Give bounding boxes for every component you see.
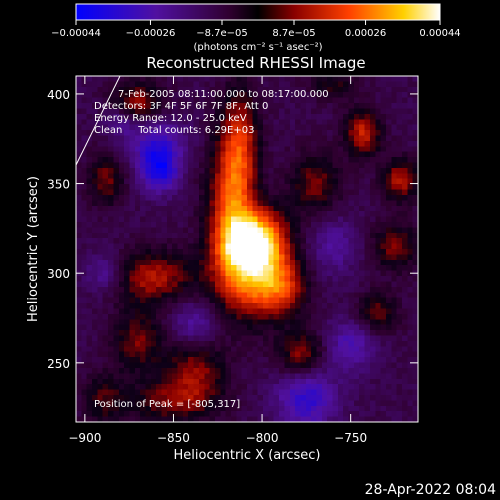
colorbar-tick-label: 0.00044	[419, 28, 460, 39]
y-axis-label: Heliocentric Y (arcsec)	[26, 176, 41, 322]
colorbar-tick-label: 0.00026	[345, 28, 386, 39]
x-tick-label: −800	[246, 431, 279, 445]
colorbar-tick-label: −0.00026	[126, 28, 176, 39]
annotation-detectors: Detectors: 3F 4F 5F 6F 7F 8F, Att 0	[94, 101, 268, 112]
x-axis-label: Heliocentric X (arcsec)	[174, 448, 321, 463]
y-tick-label: 350	[47, 178, 70, 192]
y-tick-label: 250	[47, 357, 70, 371]
annotation-time-range: 7-Feb-2005 08:11:00.000 to 08:17:00.000	[118, 89, 329, 100]
heatmap	[76, 76, 418, 422]
colorbar-ticks: −0.00044 −0.00026 −8.7e−05 8.7e−05 0.00026 0.…	[51, 20, 461, 39]
annotation-block: 7-Feb-2005 08:11:00.000 to 08:17:00.000 …	[94, 89, 329, 136]
footer-timestamp: 28-Apr-2022 08:04	[365, 482, 496, 498]
heatmap-image	[76, 76, 418, 422]
annotation-energy-range: Energy Range: 12.0 - 25.0 keV	[94, 113, 247, 124]
chart-title: Reconstructed RHESSI Image	[146, 54, 365, 72]
colorbar-tick-label: −8.7e−05	[196, 28, 248, 39]
colorbar-tick-label: −0.00044	[51, 28, 101, 39]
axis-ticks: −900 −850 −800 −750 250 300 350 400	[47, 76, 418, 445]
y-tick-label: 300	[47, 267, 70, 281]
colorbar-tick-label: 8.7e−05	[272, 28, 315, 39]
x-tick-label: −750	[334, 431, 367, 445]
x-tick-label: −900	[68, 431, 101, 445]
annotation-algorithm: Clean Total counts: 6.29E+03	[94, 125, 254, 136]
plot-frame	[75, 75, 419, 423]
peak-position-label: Position of Peak = [-805,317]	[94, 399, 240, 410]
limb-line	[76, 76, 121, 166]
colorbar	[75, 3, 441, 21]
colorbar-unit: (photons cm⁻² s⁻¹ asec⁻²)	[193, 42, 322, 53]
x-tick-label: −850	[157, 431, 190, 445]
y-tick-label: 400	[47, 88, 70, 102]
